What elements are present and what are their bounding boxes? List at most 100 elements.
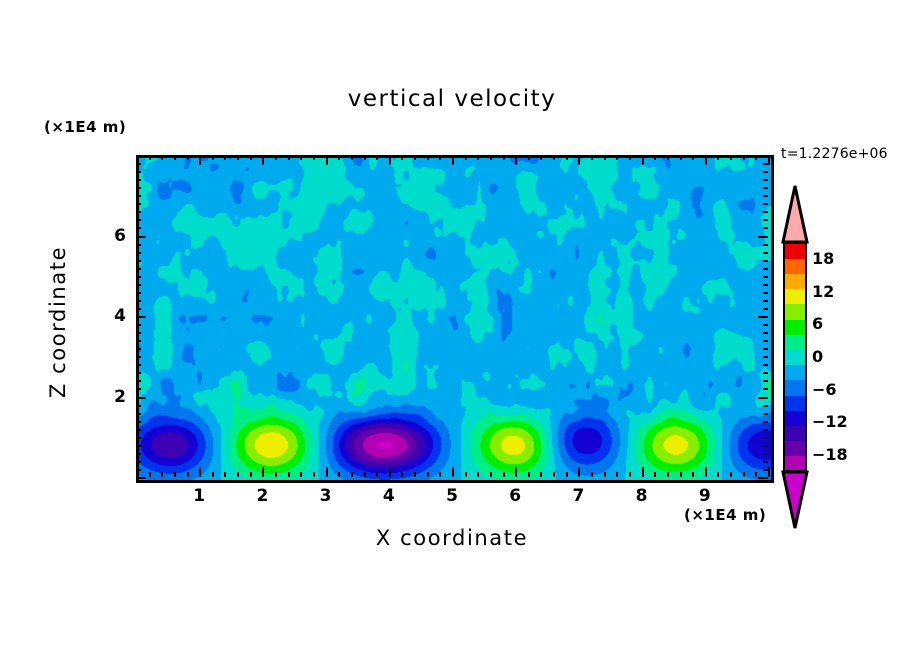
x-axis-minor-tick [414,155,417,160]
x-axis-major-tick [578,155,581,165]
y-axis-minor-tick [763,179,768,182]
y-axis-minor-tick [136,307,141,310]
y-axis-minor-tick [136,460,141,463]
y-axis-major-tick [758,155,768,157]
y-axis-major-tick [758,316,768,318]
x-axis-minor-tick [502,155,505,160]
x-axis-minor-tick [730,155,733,160]
colorbar-segment [784,273,806,290]
x-axis-major-tick [136,467,138,477]
x-axis-minor-tick [300,155,303,160]
x-axis-minor-tick [363,472,366,477]
y-axis-minor-tick [763,195,768,198]
x-axis-minor-tick [249,472,252,477]
y-axis-minor-tick [763,460,768,463]
y-axis-minor-tick [763,299,768,302]
x-axis-major-tick [199,155,202,165]
x-axis-minor-tick [717,155,720,160]
y-axis-minor-tick [763,171,768,174]
y-axis-minor-tick [763,275,768,278]
x-axis-minor-tick [350,472,353,477]
x-axis-minor-tick [161,155,164,160]
x-axis-tick-label: 7 [572,486,585,506]
y-axis-tick-label: 6 [114,225,126,246]
y-axis-minor-tick [763,444,768,447]
x-axis-minor-tick [426,472,429,477]
x-axis-major-tick [388,467,391,477]
x-axis-major-tick [325,467,328,477]
y-axis-minor-tick [136,171,141,174]
x-axis-minor-tick [237,472,240,477]
x-axis-minor-tick [287,472,290,477]
x-axis-minor-tick [161,472,164,477]
x-axis-minor-tick [654,155,657,160]
x-axis-minor-tick [755,472,758,477]
page-title: vertical velocity [347,86,557,112]
y-axis-minor-tick [763,307,768,310]
x-axis-minor-tick [312,472,315,477]
y-axis-minor-tick [136,179,141,182]
colorbar-tick-label: 12 [812,281,835,301]
y-axis-minor-tick [763,211,768,214]
y-axis-minor-tick [136,259,141,262]
y-axis-minor-tick [136,251,141,254]
x-axis-major-tick [704,467,707,477]
x-axis-minor-tick [717,472,720,477]
y-axis-minor-tick [136,444,141,447]
x-axis-minor-tick [312,155,315,160]
y-axis-minor-tick [763,259,768,262]
x-axis-minor-tick [540,155,543,160]
y-axis-minor-tick [136,203,141,206]
y-axis-minor-tick [136,283,141,286]
x-axis-minor-tick [211,155,214,160]
x-axis-minor-tick [527,472,530,477]
x-axis-minor-tick [401,472,404,477]
colorbar-segment [784,455,806,472]
x-axis-minor-tick [603,472,606,477]
colorbar-segment [784,319,806,335]
x-axis-minor-tick [237,155,240,160]
colorbar-tick-label: −6 [812,379,837,399]
x-axis-minor-tick [464,155,467,160]
y-axis-minor-tick [136,372,141,375]
x-axis-minor-tick [224,472,227,477]
colorbar-tick-label: 6 [812,314,824,334]
colorbar-segment [784,303,806,320]
x-axis-minor-tick [477,472,480,477]
x-axis-minor-tick [679,155,682,160]
colorbar-segment [784,288,806,305]
x-axis-minor-tick [692,155,695,160]
x-axis-minor-tick [376,155,379,160]
x-axis-minor-tick [679,472,682,477]
y-axis-minor-tick [763,283,768,286]
x-axis-minor-tick [338,472,341,477]
x-axis-minor-tick [616,472,619,477]
y-axis-major-tick [136,316,146,318]
x-axis-tick-label: 5 [446,486,458,506]
x-axis-minor-tick [173,155,176,160]
colorbar-segment [784,395,806,411]
y-axis-minor-tick [136,267,141,270]
x-axis-minor-tick [173,472,176,477]
y-axis-minor-tick [136,412,141,415]
y-axis-minor-tick [763,364,768,367]
y-axis-minor-tick [136,163,141,166]
x-axis-minor-tick [591,155,594,160]
x-axis-minor-tick [540,472,543,477]
x-axis-minor-tick [654,472,657,477]
x-axis-minor-tick [489,472,492,477]
colorbar-segment [784,440,806,457]
y-axis-tick-label: 4 [114,306,126,326]
x-axis-major-tick [768,467,770,477]
x-axis-tick-label: 3 [319,486,332,506]
colorbar-segment [784,243,806,259]
y-axis-minor-tick [136,324,141,327]
x-axis-minor-tick [249,155,252,160]
x-axis-major-tick [578,467,581,477]
y-axis-minor-tick [763,380,768,383]
x-axis-title: X coordinate [375,526,529,550]
y-axis-minor-tick [763,404,768,407]
x-axis-tick-label: 6 [509,486,522,506]
colorbar[interactable] [784,243,806,472]
y-axis-minor-tick [763,372,768,375]
